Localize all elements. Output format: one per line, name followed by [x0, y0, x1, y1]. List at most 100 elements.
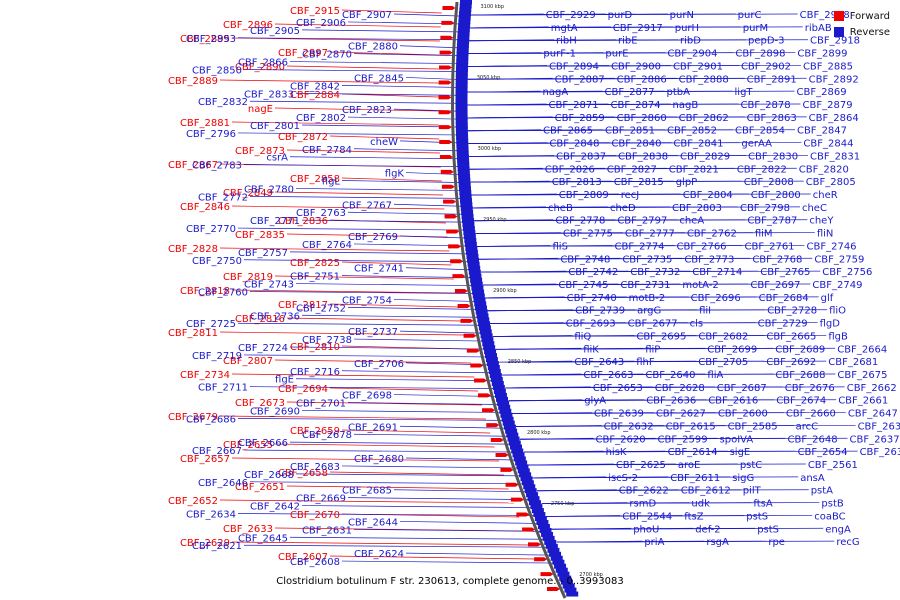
reverse-gene-glyph	[455, 71, 468, 77]
reverse-gene-label: CBF_2760	[198, 288, 248, 299]
reverse-gene-label-leader	[515, 425, 856, 427]
forward-gene-glyph	[466, 348, 480, 353]
reverse-gene-label-leader	[347, 307, 478, 310]
reverse-gene-label: CBF_2775	[563, 229, 613, 240]
reverse-gene-label: CBF_2688	[775, 370, 825, 381]
reverse-gene-label: CBF_2871	[549, 100, 599, 111]
reverse-gene-glyph	[521, 480, 534, 486]
reverse-gene-label: CBF_2724	[238, 343, 288, 354]
reverse-gene-label: pstA	[811, 486, 833, 497]
forward-gene-label-leader	[329, 471, 504, 476]
legend-swatch-reverse	[833, 27, 844, 37]
reverse-gene-glyph	[560, 579, 573, 585]
reverse-gene-label: CBF_2813	[552, 177, 602, 188]
reverse-gene-glyph	[455, 102, 468, 108]
reverse-gene-label: glf	[821, 293, 834, 304]
reverse-gene-label: CBF_2769	[348, 232, 398, 243]
reverse-gene-label-leader	[487, 309, 828, 312]
forward-gene-label: CBF_2659	[290, 426, 340, 437]
forward-gene-glyph	[439, 50, 453, 55]
reverse-gene-label: CBF_2632	[604, 421, 654, 432]
reverse-gene-label: CBF_2616	[708, 396, 758, 407]
reverse-gene-label: def-2	[695, 524, 720, 535]
forward-gene-label: CBF_2607	[278, 552, 328, 563]
reverse-gene-label: purH	[675, 23, 699, 34]
reverse-gene-label: CBF_2894	[549, 61, 599, 72]
reverse-gene-label-leader	[546, 515, 813, 517]
reverse-gene-glyph	[472, 293, 485, 299]
forward-gene-label-leader	[274, 191, 443, 196]
forward-gene-label: CBF_2825	[290, 258, 340, 269]
reverse-gene-label: cheW	[370, 137, 398, 148]
forward-gene-label-leader	[231, 205, 445, 210]
reverse-gene-label: sigG	[732, 473, 754, 484]
reverse-gene-label: CBF_2778	[555, 216, 605, 227]
forward-gene-label: CBF_2836	[278, 216, 328, 227]
forward-gene-glyph	[500, 467, 514, 472]
reverse-gene-glyph	[545, 543, 558, 549]
reverse-gene-label-leader	[556, 540, 835, 543]
reverse-gene-label: CBF_2729	[758, 319, 808, 330]
reverse-gene-label: CBF_2844	[803, 139, 853, 150]
reverse-gene-label-leader	[483, 283, 811, 286]
reverse-gene-glyph	[456, 47, 469, 53]
reverse-gene-label: CBF_2681	[828, 357, 878, 368]
reverse-gene-label-leader	[490, 322, 818, 324]
reverse-gene-label: CBF_2668	[244, 470, 294, 481]
reverse-gene-glyph	[464, 237, 477, 243]
reverse-gene-label: CBF_2827	[607, 164, 657, 175]
reverse-gene-glyph	[456, 150, 469, 156]
reverse-gene-glyph	[455, 114, 468, 120]
reverse-gene-label-leader	[393, 489, 528, 493]
reverse-gene-label: CBF_2891	[747, 74, 797, 85]
reverse-gene-label: rsgA	[706, 537, 729, 548]
reverse-gene-label: CBF_2833	[244, 89, 294, 100]
reverse-gene-glyph	[509, 444, 522, 450]
reverse-gene-label: CBF_2627	[656, 409, 706, 420]
forward-gene-label: CBF_2889	[168, 76, 218, 87]
reverse-gene-label-leader	[347, 211, 463, 215]
reverse-gene-label-leader	[353, 243, 467, 247]
forward-gene-glyph	[454, 289, 468, 294]
reverse-gene-label: CBF_2759	[814, 254, 864, 265]
reverse-gene-label: CBF_2544	[622, 511, 672, 522]
reverse-gene-label-leader	[249, 100, 457, 104]
reverse-gene-label: priA	[644, 537, 664, 548]
reverse-gene-glyph	[500, 412, 513, 418]
forward-gene-label: CBF_2652	[168, 496, 218, 507]
forward-gene-label: CBF_2819	[223, 272, 273, 283]
reverse-gene-label: purN	[670, 10, 694, 21]
forward-gene-label-leader	[231, 121, 439, 126]
reverse-gene-label: CBF_2663	[583, 370, 633, 381]
reverse-gene-label: CBF_2768	[752, 254, 802, 265]
reverse-gene-label-leader	[505, 386, 845, 389]
forward-gene-label: CBF_2873	[235, 146, 285, 157]
reverse-gene-glyph	[491, 380, 504, 386]
reverse-gene-label: CBF_2685	[342, 486, 392, 497]
reverse-gene-label-leader	[541, 502, 820, 504]
reverse-gene-label-leader	[289, 156, 459, 160]
reverse-gene-label: CBF_2757	[238, 248, 288, 259]
forward-gene-label: CBF_2679	[168, 412, 218, 423]
reverse-gene-label: CBF_2696	[691, 293, 741, 304]
reverse-gene-glyph	[455, 86, 468, 92]
reverse-gene-glyph	[455, 94, 468, 100]
forward-gene-label: CBF_2884	[290, 90, 340, 101]
reverse-gene-label: CBF_2611	[670, 473, 720, 484]
forward-gene-label: CBF_2881	[180, 118, 230, 129]
reverse-gene-label: rpe	[768, 537, 785, 548]
reverse-gene-glyph	[467, 261, 480, 267]
reverse-gene-glyph	[456, 134, 469, 140]
reverse-gene-glyph	[457, 35, 470, 41]
reverse-gene-label-leader	[492, 335, 827, 337]
forward-gene-glyph	[522, 527, 536, 532]
reverse-gene-label: CBF_2848	[549, 139, 599, 150]
forward-gene-label: CBF_2807	[223, 356, 273, 367]
reverse-gene-label-leader	[537, 489, 809, 492]
reverse-gene-label: CBF_2678	[302, 430, 352, 441]
reverse-gene-label-leader	[237, 513, 537, 516]
reverse-gene-label: CBF_2783	[192, 161, 242, 172]
reverse-gene-label-leader	[289, 61, 458, 64]
forward-gene-glyph	[540, 572, 554, 577]
reverse-gene-label: CBF_2690	[250, 406, 300, 417]
